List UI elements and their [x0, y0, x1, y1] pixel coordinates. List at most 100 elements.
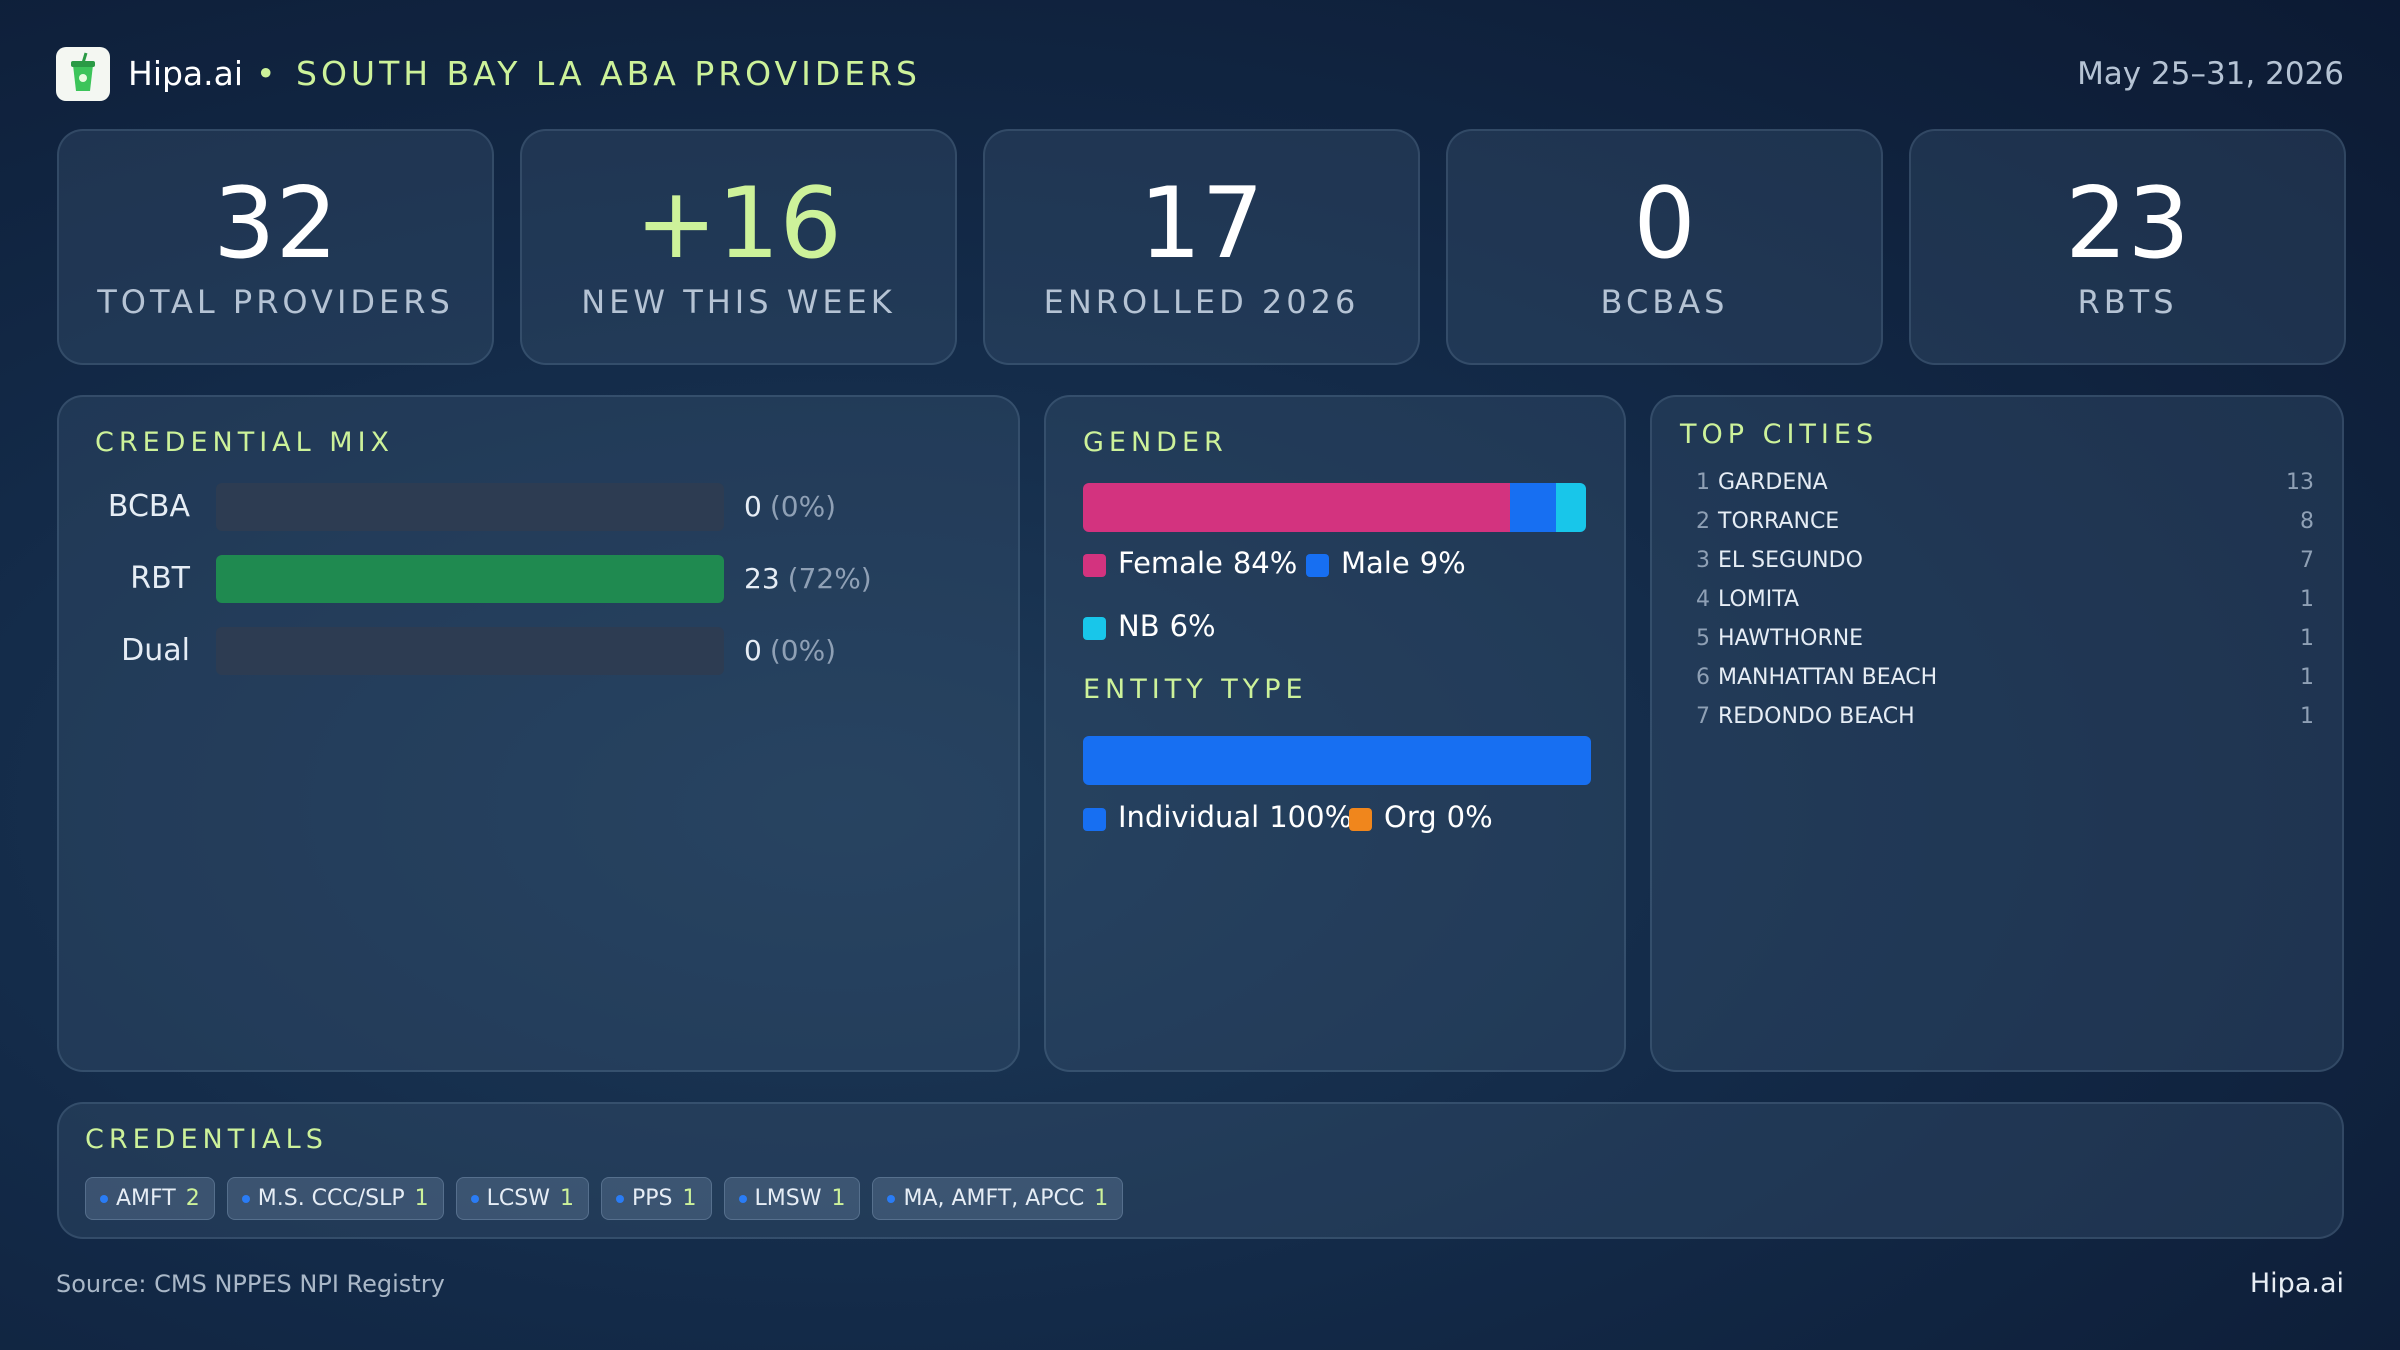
legend-item: Female 84%: [1083, 546, 1297, 580]
count: 0: [744, 490, 762, 523]
legend-item: Male 9%: [1306, 546, 1466, 580]
city-row: 2 TORRANCE 8: [1652, 504, 2342, 540]
credential-chip: PPS 1: [601, 1177, 712, 1220]
city-count: 1: [2300, 587, 2314, 612]
chip-name: PPS: [632, 1186, 673, 1211]
brand: Hipa.ai: [128, 54, 244, 93]
kpi-label: NEW THIS WEEK: [581, 283, 896, 321]
footer-brand: Hipa.ai: [2249, 1268, 2344, 1299]
bar-track: [216, 555, 724, 603]
chip-name: LCSW: [486, 1186, 551, 1211]
chip-name: AMFT: [116, 1186, 176, 1211]
city-rank: 5: [1696, 626, 1710, 651]
city-count: 1: [2300, 704, 2314, 729]
bar-segment: [1555, 483, 1586, 532]
credential-chip: LMSW 1: [723, 1177, 861, 1220]
top-cities-panel: TOP CITIES 1 GARDENA 13 2 TORRANCE 8 3 EL SEGUN…: [1650, 395, 2344, 1072]
kpi-label: RBTS: [2077, 283, 2178, 321]
city-name: MANHATTAN BEACH: [1718, 665, 1938, 690]
city-row: 3 EL SEGUNDO 7: [1652, 543, 2342, 579]
legend-name: NB: [1118, 609, 1160, 643]
legend-name: Individual: [1118, 800, 1260, 834]
source: Source: CMS NPPES NPI Registry: [56, 1270, 445, 1298]
city-rank: 2: [1696, 509, 1710, 534]
credential-chip: LCSW 1: [455, 1177, 590, 1220]
kpi-value: +16: [635, 167, 842, 281]
legend-swatch: [1083, 616, 1106, 640]
bar-value: 23 (72%): [744, 555, 872, 603]
chip-name: LMSW: [754, 1186, 822, 1211]
city-rank: 3: [1696, 548, 1710, 573]
legend-swatch: [1083, 807, 1106, 831]
city-count: 1: [2300, 665, 2314, 690]
bar-segment: [1509, 483, 1556, 532]
date-range: May 25–31, 2026: [2077, 56, 2344, 92]
kpi-label: BCBAS: [1600, 283, 1729, 321]
city-name: TORRANCE: [1718, 509, 1840, 534]
city-count: 7: [2300, 548, 2314, 573]
city-name: REDONDO BEACH: [1718, 704, 1915, 729]
count: 23: [744, 562, 780, 595]
bar-track: [216, 627, 724, 675]
legend-value: 100%: [1269, 800, 1353, 834]
city-name: EL SEGUNDO: [1718, 548, 1863, 573]
row-label: RBT: [130, 561, 190, 596]
legend-item: Org 0%: [1349, 800, 1493, 834]
bar-value: 0 (0%): [744, 627, 836, 675]
bar: [216, 555, 724, 603]
bar-track: [216, 483, 724, 531]
kpi-card: +16 NEW THIS WEEK: [520, 129, 957, 365]
dashboard-title: SOUTH BAY LA ABA PROVIDERS: [296, 54, 921, 93]
percent: (72%): [787, 562, 872, 595]
chip-count: 1: [682, 1186, 697, 1211]
percent: (0%): [769, 490, 837, 523]
bar-value: 0 (0%): [744, 483, 836, 531]
city-rank: 7: [1696, 704, 1710, 729]
city-name: GARDENA: [1718, 470, 1828, 495]
stacked-bar: [1083, 483, 1586, 532]
city-count: 1: [2300, 626, 2314, 651]
city-row: 6 MANHATTAN BEACH 1: [1652, 660, 2342, 696]
kpi-label: TOTAL PROVIDERS: [97, 283, 454, 321]
city-rank: 1: [1696, 470, 1710, 495]
count: 0: [744, 634, 762, 667]
city-row: 5 HAWTHORNE 1: [1652, 621, 2342, 657]
city-count: 8: [2300, 509, 2314, 534]
city-row: 1 GARDENA 13: [1652, 465, 2342, 501]
chip-count: 1: [831, 1186, 846, 1211]
city-rank: 4: [1696, 587, 1710, 612]
legend-value: 6%: [1169, 609, 1216, 643]
legend-value: 0%: [1446, 800, 1493, 834]
chip-dot: [738, 1194, 747, 1203]
chip-count: 1: [560, 1186, 575, 1211]
bar-segment: [1083, 736, 1591, 785]
section-title: TOP CITIES: [1680, 419, 1879, 450]
city-name: LOMITA: [1718, 587, 1800, 612]
legend-value: 9%: [1419, 546, 1466, 580]
legend-name: Female: [1118, 546, 1223, 580]
chip-dot: [241, 1194, 250, 1203]
kpi-label: ENROLLED 2026: [1043, 283, 1360, 321]
chip-dot: [616, 1194, 625, 1203]
gender-panel: GENDER ENTITY TYPE Female 84% Male 9% NB 6% In…: [1044, 395, 1626, 1072]
city-row: 4 LOMITA 1: [1652, 582, 2342, 618]
legend-swatch: [1306, 553, 1329, 577]
bar-segment: [1083, 483, 1510, 532]
city-name: HAWTHORNE: [1718, 626, 1864, 651]
legend-name: Male: [1341, 546, 1410, 580]
city-count: 13: [2286, 470, 2314, 495]
city-row: 7 REDONDO BEACH 1: [1652, 699, 2342, 735]
stacked-bar: [1083, 736, 1591, 785]
chip-count: 1: [1094, 1186, 1109, 1211]
section-title: CREDENTIAL MIX: [95, 427, 395, 458]
chip-name: MA, AMFT, APCC: [903, 1186, 1085, 1211]
chip-dot: [100, 1194, 108, 1203]
kpi-value: 0: [1633, 167, 1696, 281]
legend-value: 84%: [1232, 546, 1298, 580]
chip-dot: [470, 1194, 479, 1203]
chip-count: 1: [414, 1186, 429, 1211]
chip-row: AMFT 2 M.S. CCC/SLP 1 LCSW 1 PPS 1 LMSW 1 MA, AMFT…: [85, 1177, 1135, 1220]
chip-count: 2: [185, 1186, 200, 1211]
legend-swatch: [1083, 553, 1106, 577]
